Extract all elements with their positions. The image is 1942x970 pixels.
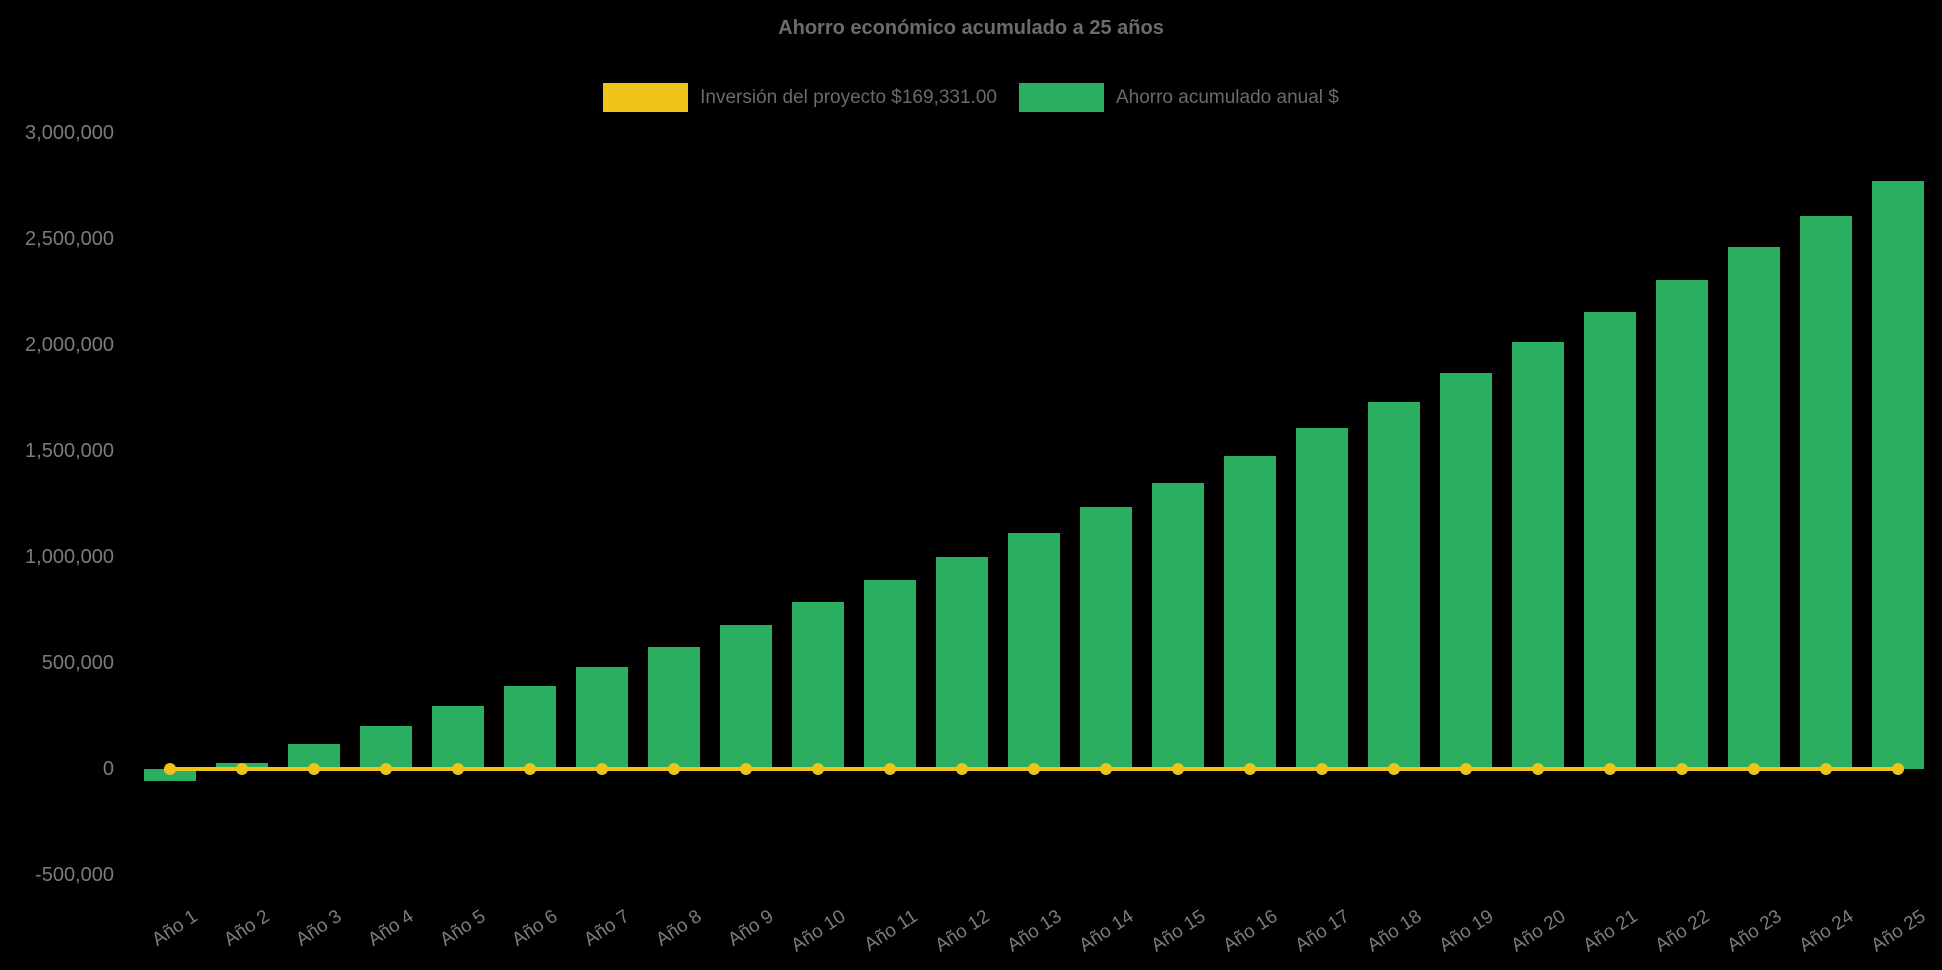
line-marker-ano-22[interactable] (1676, 763, 1688, 775)
bar-ano-20[interactable] (1512, 341, 1564, 769)
line-marker-ano-15[interactable] (1172, 763, 1184, 775)
line-marker-ano-16[interactable] (1244, 763, 1256, 775)
bar-ano-25[interactable] (1872, 180, 1924, 769)
line-marker-ano-4[interactable] (380, 763, 392, 775)
line-marker-ano-23[interactable] (1748, 763, 1760, 775)
bar-ano-11[interactable] (864, 580, 916, 769)
y-axis-tick-label: 2,500,000 (25, 228, 114, 250)
y-axis-tick-label: 500,000 (41, 652, 114, 674)
legend-label: Inversión del proyecto $169,331.00 (700, 86, 997, 108)
bar-ano-17[interactable] (1296, 427, 1348, 769)
bar-ano-16[interactable] (1224, 456, 1276, 769)
bar-ano-22[interactable] (1656, 280, 1708, 769)
bar-ano-10[interactable] (792, 601, 844, 769)
y-axis-tick-label: 2,000,000 (25, 334, 114, 356)
bar-ano-9[interactable] (720, 624, 772, 769)
bar-ano-7[interactable] (576, 667, 628, 769)
line-marker-ano-3[interactable] (308, 763, 320, 775)
line-marker-ano-7[interactable] (596, 763, 608, 775)
y-axis-tick-label: 1,500,000 (25, 440, 114, 462)
bar-ano-5[interactable] (432, 706, 484, 769)
line-marker-ano-18[interactable] (1388, 763, 1400, 775)
line-marker-ano-25[interactable] (1892, 763, 1904, 775)
bar-ano-6[interactable] (504, 686, 556, 769)
line-marker-ano-13[interactable] (1028, 763, 1040, 775)
line-marker-ano-2[interactable] (236, 763, 248, 775)
y-axis-tick-label: 0 (102, 758, 114, 780)
line-marker-ano-11[interactable] (884, 763, 896, 775)
bar-ano-15[interactable] (1152, 482, 1204, 769)
legend-swatch-inversion (603, 83, 689, 112)
line-marker-ano-14[interactable] (1100, 763, 1112, 775)
bar-ano-19[interactable] (1440, 372, 1492, 769)
line-marker-ano-9[interactable] (740, 763, 752, 775)
bar-ano-21[interactable] (1584, 312, 1636, 769)
chart-title: Ahorro económico acumulado a 25 años (778, 17, 1164, 39)
line-marker-ano-24[interactable] (1820, 763, 1832, 775)
legend-swatch-ahorro (1018, 83, 1104, 112)
bar-ano-24[interactable] (1800, 215, 1852, 769)
y-axis-tick-label: -500,000 (35, 864, 114, 886)
bar-ano-8[interactable] (648, 647, 700, 769)
bar-ano-14[interactable] (1080, 507, 1132, 769)
line-marker-ano-6[interactable] (524, 763, 536, 775)
line-marker-ano-21[interactable] (1604, 763, 1616, 775)
legend-label: Ahorro acumulado anual $ (1115, 86, 1339, 108)
line-marker-ano-19[interactable] (1460, 763, 1472, 775)
y-axis-tick-label: 1,000,000 (25, 546, 114, 568)
line-marker-ano-5[interactable] (452, 763, 464, 775)
bar-ano-18[interactable] (1368, 402, 1420, 769)
bar-ano-4[interactable] (360, 725, 412, 769)
bar-ano-13[interactable] (1008, 532, 1060, 769)
line-marker-ano-17[interactable] (1316, 763, 1328, 775)
legend: Inversión del proyecto $169,331.00 Ahorro… (0, 83, 1942, 112)
line-marker-ano-8[interactable] (668, 763, 680, 775)
bar-ano-12[interactable] (936, 557, 988, 769)
legend-item-inversion[interactable]: Inversión del proyecto $169,331.00 (603, 83, 997, 112)
legend-item-ahorro[interactable]: Ahorro acumulado anual $ (1018, 83, 1339, 112)
line-marker-ano-20[interactable] (1532, 763, 1544, 775)
line-marker-ano-10[interactable] (812, 763, 824, 775)
bar-ano-23[interactable] (1728, 247, 1780, 769)
line-marker-ano-1[interactable] (164, 763, 176, 775)
line-marker-ano-12[interactable] (956, 763, 968, 775)
y-axis-tick-label: 3,000,000 (25, 122, 114, 144)
